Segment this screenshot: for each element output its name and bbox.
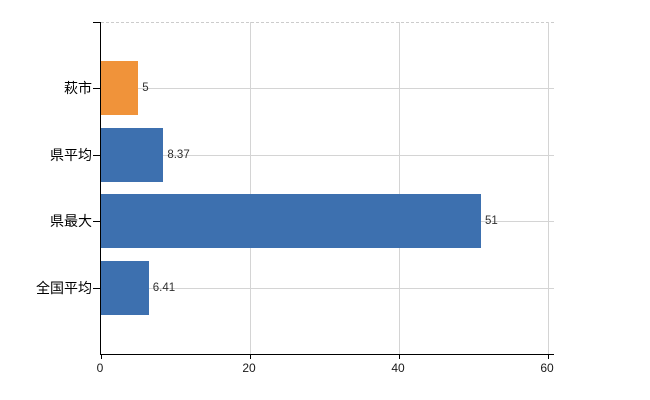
y-axis-tick xyxy=(93,287,100,289)
bar xyxy=(101,61,139,116)
h-gridline xyxy=(101,154,554,156)
plot-area: 5 8.37 51 6.41 xyxy=(93,22,554,359)
x-tick-label: 0 xyxy=(96,361,104,375)
bar xyxy=(101,194,481,249)
gridline-top xyxy=(101,22,554,23)
category-label: 全国平均 xyxy=(36,279,92,296)
x-axis-tick xyxy=(249,354,251,359)
v-gridline xyxy=(547,22,549,354)
h-gridline xyxy=(101,287,554,289)
bar xyxy=(101,260,149,315)
category-label: 萩市 xyxy=(64,80,92,97)
y-axis-tick xyxy=(93,221,100,223)
x-axis-tick xyxy=(398,354,400,359)
category-label: 県平均 xyxy=(50,146,92,163)
x-tick-label: 40 xyxy=(391,361,405,375)
h-gridline xyxy=(101,88,554,90)
x-tick-label: 20 xyxy=(242,361,256,375)
bar-value-label: 8.37 xyxy=(167,148,190,161)
bar-value-label: 6.41 xyxy=(152,281,176,294)
y-axis-tick xyxy=(93,22,100,23)
category-label: 県最大 xyxy=(50,213,92,230)
x-axis-tick xyxy=(547,354,549,359)
v-gridline xyxy=(249,22,251,354)
bar-value-label: 51 xyxy=(484,215,498,228)
bar xyxy=(101,127,164,182)
x-tick-label: 60 xyxy=(540,361,554,375)
x-axis-tick xyxy=(100,354,102,359)
y-axis-tick xyxy=(93,154,100,156)
bar-value-label: 5 xyxy=(142,82,149,95)
v-gridline xyxy=(398,22,400,354)
y-axis-tick xyxy=(93,88,100,90)
